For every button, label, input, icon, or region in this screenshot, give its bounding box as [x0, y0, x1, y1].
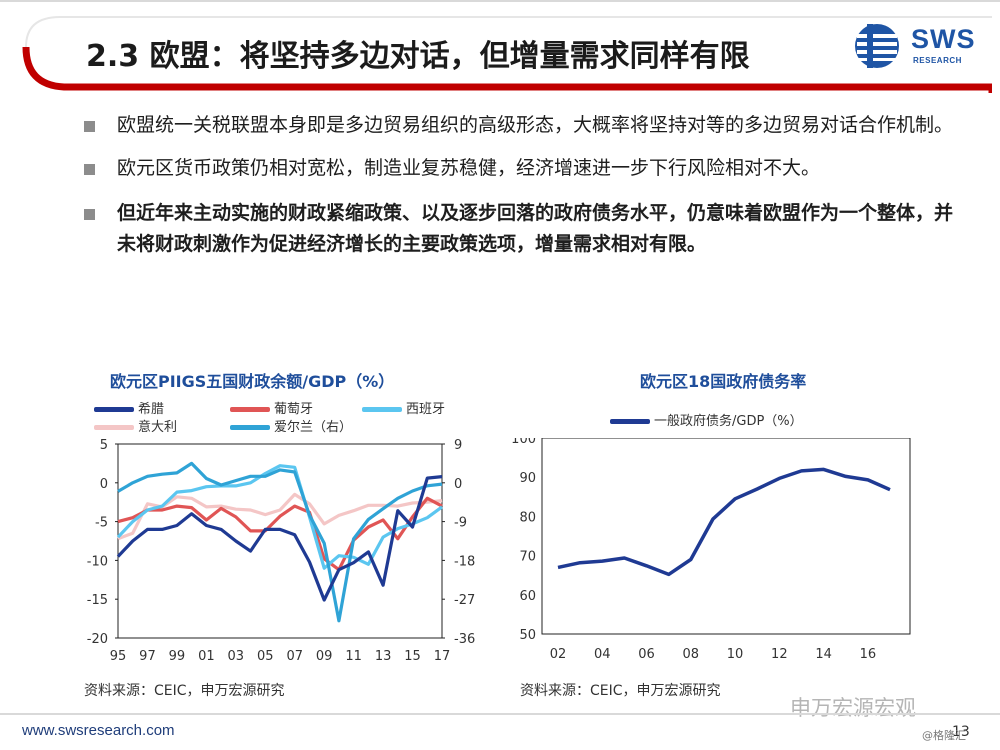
- y-tick-label-left: 5: [100, 438, 108, 453]
- bullet-square-icon: [84, 164, 95, 175]
- x-tick-label: 11: [345, 649, 362, 664]
- bullet-item: 欧盟统一关税联盟本身即是多边贸易组织的高级形态，大概率将坚持对等的多边贸易对话合…: [84, 110, 964, 141]
- y-tick-label: 60: [519, 589, 536, 604]
- y-tick-label-left: 0: [100, 477, 108, 492]
- series-line: [116, 464, 443, 570]
- page-title: 2.3 欧盟：将坚持多边对话，但增量需求同样有限: [86, 39, 750, 74]
- legend-item-ireland: 爱尔兰（右）: [230, 416, 352, 435]
- y-tick-label: 80: [519, 510, 536, 525]
- x-tick-label: 03: [228, 649, 245, 664]
- x-tick-label: 15: [404, 649, 421, 664]
- x-tick-label: 17: [434, 649, 451, 664]
- legend-label: 西班牙: [406, 402, 446, 417]
- legend-item-greece: 希腊: [94, 398, 164, 417]
- x-tick-label: 05: [257, 649, 274, 664]
- sws-logo-icon: [855, 24, 899, 68]
- legend-item-spain: 西班牙: [362, 398, 445, 417]
- series-line: [117, 461, 443, 623]
- logo-subtext: RESEARCH: [913, 56, 962, 65]
- x-tick-label: 10: [727, 647, 744, 662]
- y-tick-label: 50: [519, 628, 536, 643]
- y-tick-label-right: 0: [454, 477, 462, 492]
- legend-swatch: [230, 407, 270, 412]
- chart-title: 欧元区18国政府债务率: [640, 372, 807, 391]
- y-tick-label-left: -20: [87, 632, 108, 647]
- x-tick-label: 16: [860, 647, 877, 662]
- plot-frame: [117, 443, 443, 639]
- chart-title: 欧元区PIIGS五国财政余额/GDP（%）: [110, 372, 395, 391]
- bullet-square-icon: [84, 209, 95, 220]
- watermark-text: 申万宏源宏观: [790, 696, 916, 720]
- y-tick-label-left: -15: [87, 593, 108, 608]
- legend-swatch: [230, 425, 270, 430]
- bullet-item: 欧元区货币政策仍相对宽松，制造业复苏稳健，经济增速进一步下行风险相对不大。: [84, 153, 964, 184]
- chart-source: 资料来源：CEIC，申万宏源研究: [520, 683, 721, 699]
- y-tick-label-right: -27: [454, 593, 475, 608]
- x-tick-label: 14: [815, 647, 832, 662]
- y-tick-label-right: -9: [454, 516, 467, 531]
- title-banner: 2.3 欧盟：将坚持多边对话，但增量需求同样有限: [20, 11, 992, 93]
- y-tick-label-right: -36: [454, 632, 475, 647]
- chart-plot: 100 90 80 70 60 50 02 04 06 08 10 12 14 16: [511, 438, 911, 662]
- x-tick-label: 07: [286, 649, 303, 664]
- legend-swatch: [94, 425, 134, 430]
- legend-label: 一般政府债务/GDP（%）: [654, 414, 803, 429]
- x-tick-label: 99: [169, 649, 186, 664]
- footer-rule: [0, 713, 1000, 715]
- bullet-text: 但近年来主动实施的财政紧缩政策、以及逐步回落的政府债务水平，仍意味着欧盟作为一个…: [117, 202, 954, 255]
- logo-text: SWS: [911, 24, 976, 54]
- legend-label: 爱尔兰（右）: [274, 420, 353, 435]
- legend-label: 希腊: [138, 402, 165, 417]
- watermark-small: @格隆汇: [922, 729, 966, 742]
- x-tick-label: 09: [316, 649, 333, 664]
- page-number: 13: [952, 724, 970, 740]
- x-tick-label: 01: [198, 649, 215, 664]
- chart-plot: 5 0 -5 -10 -15 -20 9 0 -9 -18 -27 -36 95 97 99 01 03 05 07…: [87, 438, 475, 664]
- y-tick-label: 90: [519, 471, 536, 486]
- x-tick-label: 12: [771, 647, 788, 662]
- title-banner-shape: [22, 16, 992, 93]
- bullet-list: 欧盟统一关税联盟本身即是多边贸易组织的高级形态，大概率将坚持对等的多边贸易对话合…: [84, 110, 964, 272]
- chart-piigs-balance: 欧元区PIIGS五国财政余额/GDP（%） 希腊 葡萄牙 西班牙 意大利 爱尔兰…: [70, 360, 480, 705]
- legend-item-italy: 意大利: [94, 416, 177, 435]
- legend-label: 葡萄牙: [274, 402, 314, 417]
- x-tick-label: 06: [638, 647, 655, 662]
- y-tick-label: 100: [511, 438, 536, 447]
- y-tick-label-left: -10: [87, 554, 108, 569]
- y-tick-label-right: 9: [454, 438, 462, 453]
- series-line: [116, 475, 443, 602]
- x-tick-label: 13: [375, 649, 392, 664]
- legend-swatch: [610, 419, 650, 424]
- plot-frame: [541, 438, 911, 635]
- series-line: [557, 467, 891, 577]
- sws-logo: SWS RESEARCH: [853, 20, 983, 76]
- legend-label: 意大利: [138, 420, 178, 435]
- x-tick-label: 97: [139, 649, 156, 664]
- y-tick-label-right: -18: [454, 554, 475, 569]
- x-tick-label: 04: [594, 647, 611, 662]
- chart-eurozone-debt: 欧元区18国政府债务率 一般政府债务/GDP（%） 100 90 80 70 60 50 0…: [500, 360, 920, 705]
- y-tick-label-left: -5: [95, 516, 108, 531]
- bullet-text: 欧盟统一关税联盟本身即是多边贸易组织的高级形态，大概率将坚持对等的多边贸易对话合…: [117, 114, 954, 136]
- bullet-text: 欧元区货币政策仍相对宽松，制造业复苏稳健，经济增速进一步下行风险相对不大。: [117, 157, 821, 179]
- series-line: [117, 496, 443, 572]
- x-tick-label: 08: [683, 647, 700, 662]
- legend-swatch: [94, 407, 134, 412]
- chart-source: 资料来源：CEIC，申万宏源研究: [84, 683, 285, 699]
- top-rule: [0, 0, 1000, 2]
- footer-url-link[interactable]: www.swsresearch.com: [22, 722, 175, 739]
- legend-item-debt: 一般政府债务/GDP（%）: [610, 410, 803, 429]
- legend-swatch: [362, 407, 402, 412]
- bullet-item: 但近年来主动实施的财政紧缩政策、以及逐步回落的政府债务水平，仍意味着欧盟作为一个…: [84, 198, 964, 260]
- x-tick-label: 95: [110, 649, 127, 664]
- y-tick-label: 70: [519, 550, 536, 565]
- x-tick-label: 02: [550, 647, 567, 662]
- bullet-square-icon: [84, 121, 95, 132]
- legend-item-portugal: 葡萄牙: [230, 398, 313, 417]
